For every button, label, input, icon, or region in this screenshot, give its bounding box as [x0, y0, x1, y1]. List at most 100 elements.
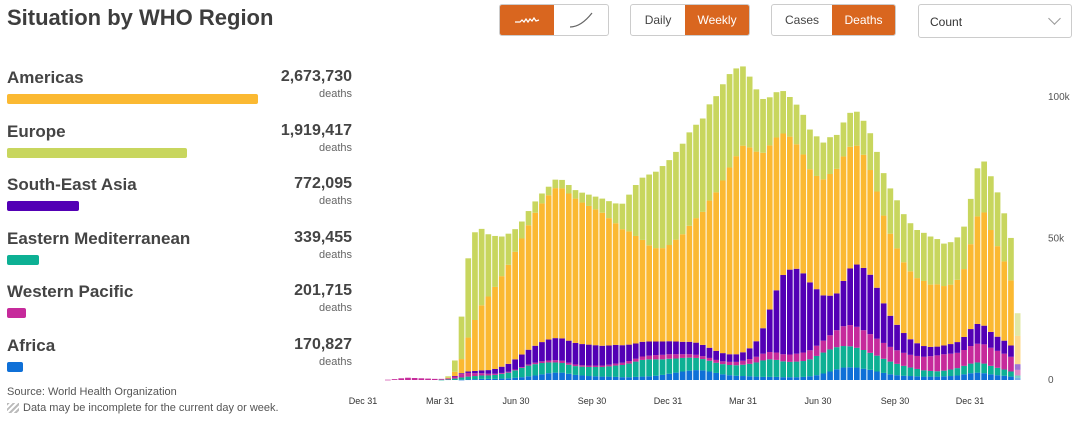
bar-segment-europe	[894, 200, 900, 249]
bar-segment-western-pacific	[673, 354, 679, 359]
bar-segment-americas	[827, 173, 833, 296]
bar-segment-europe	[860, 120, 867, 155]
bar-segment-western-pacific	[492, 373, 498, 375]
bar-segment-eastern-mediterranean	[907, 367, 914, 377]
bar-segment-south-east-asia	[492, 368, 498, 374]
bar-segment-western-pacific	[720, 361, 726, 365]
bar-segment-americas	[699, 211, 706, 345]
region-item: Western Pacific 201,715 deaths	[7, 282, 352, 332]
bar-segment-americas	[452, 371, 458, 377]
bar-segment-eastern-mediterranean	[833, 347, 840, 370]
bar-segment-africa	[465, 379, 472, 381]
bar-segment-eastern-mediterranean	[545, 362, 552, 374]
bar-segment-western-pacific	[887, 346, 894, 362]
bar-segment-eastern-mediterranean	[505, 372, 512, 379]
bar-segment-europe	[921, 232, 927, 281]
bar-segment-south-east-asia	[498, 366, 505, 373]
deaths-button[interactable]: Deaths	[832, 5, 895, 35]
bar-segment-south-east-asia	[981, 325, 987, 345]
bar-segment-europe	[961, 226, 967, 270]
bar-segment-americas	[519, 238, 525, 355]
bar-segment-western-pacific	[485, 373, 492, 376]
bar-segment-europe	[458, 316, 465, 360]
bar-segment-africa	[887, 374, 894, 380]
bar-segment-africa	[1014, 377, 1021, 380]
bar-segment-western-pacific	[760, 353, 766, 361]
bar-segment-western-pacific	[646, 355, 652, 360]
bar-segment-eastern-mediterranean	[565, 364, 572, 374]
bar-segment-africa	[753, 376, 760, 380]
bar-segment-western-pacific	[780, 354, 786, 362]
bar-segment-western-pacific	[579, 365, 585, 367]
bar-segment-western-pacific	[827, 335, 833, 350]
bar-segment-south-east-asia	[1001, 340, 1008, 354]
x-tick-label: Jun 30	[804, 396, 831, 406]
weekly-button[interactable]: Weekly	[685, 5, 749, 35]
bar-segment-eastern-mediterranean	[632, 361, 639, 377]
bar-segment-south-east-asia	[867, 274, 874, 335]
bar-segment-americas	[860, 154, 867, 268]
bar-segment-western-pacific	[746, 359, 753, 364]
bar-segment-americas	[847, 146, 853, 269]
bar-segment-europe	[679, 143, 686, 235]
x-tick-label: Sep 30	[578, 396, 607, 406]
bar-segment-eastern-mediterranean	[539, 363, 545, 375]
bar-segment-south-east-asia	[780, 275, 786, 355]
region-name: Africa	[7, 335, 56, 355]
bar-segment-south-east-asia	[606, 345, 612, 365]
bar-segment-americas	[820, 179, 827, 296]
bar-segment-south-east-asia	[914, 343, 920, 356]
bar-segment-americas	[900, 262, 907, 334]
bar-segment-south-east-asia	[679, 341, 686, 355]
bar-segment-europe	[646, 174, 652, 246]
region-value: 772,095	[294, 175, 352, 192]
bar-segment-eastern-mediterranean	[465, 376, 472, 380]
x-tick-label: Dec 31	[654, 396, 683, 406]
daily-button[interactable]: Daily	[644, 13, 672, 27]
bar-segment-western-pacific	[941, 354, 947, 371]
bar-segment-south-east-asia	[813, 289, 820, 346]
bar-segment-eastern-mediterranean	[854, 347, 860, 368]
bar-segment-eastern-mediterranean	[753, 362, 760, 377]
bar-segment-europe	[639, 177, 646, 240]
bar-segment-western-pacific	[974, 343, 981, 363]
bar-segment-americas	[472, 320, 478, 371]
bar-segment-south-east-asia	[653, 341, 659, 356]
cumulative-line-style-button[interactable]	[554, 5, 608, 35]
bar-segment-africa	[639, 376, 646, 380]
bar-segment-europe	[659, 166, 666, 249]
bar-segment-europe	[626, 194, 632, 232]
bar-segment-eastern-mediterranean	[512, 370, 518, 378]
bar-segment-eastern-mediterranean	[606, 366, 612, 377]
bar-segment-eastern-mediterranean	[780, 361, 786, 378]
bar-segment-western-pacific	[472, 373, 478, 377]
bar-segment-americas	[579, 202, 585, 345]
bar-segment-americas	[565, 193, 572, 341]
bar-segment-americas	[653, 248, 659, 342]
bar-segment-south-east-asia	[720, 353, 726, 362]
bar-segment-africa	[505, 378, 512, 380]
bar-segment-south-east-asia	[659, 341, 666, 355]
cases-button[interactable]: Cases	[785, 13, 820, 27]
bar-segment-africa	[626, 377, 632, 380]
bar-segment-south-east-asia	[887, 315, 894, 347]
bar-segment-south-east-asia	[579, 344, 585, 366]
bar-segment-americas	[833, 168, 840, 294]
bar-segment-eastern-mediterranean	[880, 358, 887, 373]
bar-segment-americas	[880, 215, 887, 304]
bar-segment-eastern-mediterranean	[653, 359, 659, 376]
bar-segment-africa	[867, 369, 874, 380]
bar-segment-americas	[967, 244, 974, 330]
bar-segment-americas	[867, 170, 874, 275]
bar-segment-eastern-mediterranean	[519, 367, 525, 378]
bar-segment-europe	[887, 188, 894, 234]
bar-segment-south-east-asia	[820, 295, 827, 341]
region-bar	[7, 201, 80, 211]
bar-segment-western-pacific	[1001, 353, 1008, 370]
bar-segment-western-pacific	[552, 360, 559, 363]
daily-line-style-button[interactable]	[500, 5, 554, 35]
bar-segment-americas	[498, 276, 505, 367]
bar-segment-africa	[914, 376, 920, 380]
measure-select[interactable]: Count	[918, 4, 1072, 38]
region-unit: deaths	[318, 141, 352, 154]
